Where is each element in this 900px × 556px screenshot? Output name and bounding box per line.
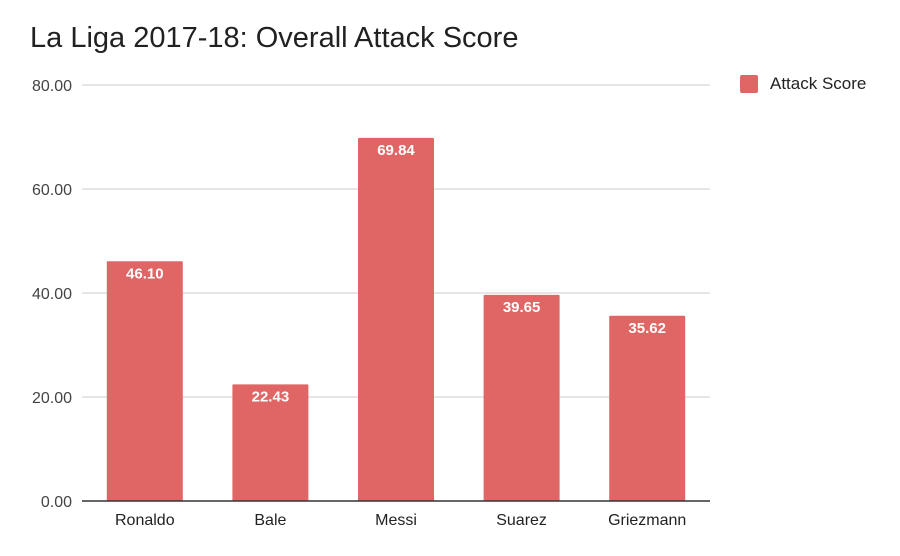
legend: Attack Score	[740, 74, 866, 94]
legend-label: Attack Score	[770, 74, 867, 93]
x-tick-label: Bale	[254, 512, 286, 529]
y-tick-label: 80.00	[32, 78, 72, 95]
bar-messi	[358, 137, 434, 501]
y-tick-label: 0.00	[41, 494, 72, 511]
bar-ronaldo	[106, 261, 183, 501]
x-tick-label: Messi	[375, 512, 417, 529]
bar-suarez	[483, 294, 560, 501]
value-labels: 46.10 22.43 69.84 39.65 35.62	[126, 142, 666, 406]
data-label: 35.62	[628, 320, 666, 337]
data-label: 46.10	[126, 265, 164, 282]
x-tick-label: Ronaldo	[115, 512, 175, 529]
data-label: 39.65	[503, 299, 541, 316]
x-tick-label: Griezmann	[608, 512, 686, 529]
data-label: 22.43	[252, 388, 290, 405]
bars	[106, 137, 686, 501]
axes: 0.00 20.00 40.00 60.00 80.00 Ronaldo Bale Messi…	[32, 78, 710, 529]
y-tick-label: 20.00	[32, 390, 72, 407]
chart-title: La Liga 2017-18: Overall Attack Score	[30, 22, 519, 54]
bar-griezmann	[609, 315, 686, 501]
data-label: 69.84	[377, 142, 415, 159]
legend-swatch	[740, 75, 758, 93]
y-tick-label: 40.00	[32, 286, 72, 303]
y-tick-label: 60.00	[32, 182, 72, 199]
bar-bale	[232, 384, 309, 501]
x-tick-label: Suarez	[496, 512, 547, 529]
